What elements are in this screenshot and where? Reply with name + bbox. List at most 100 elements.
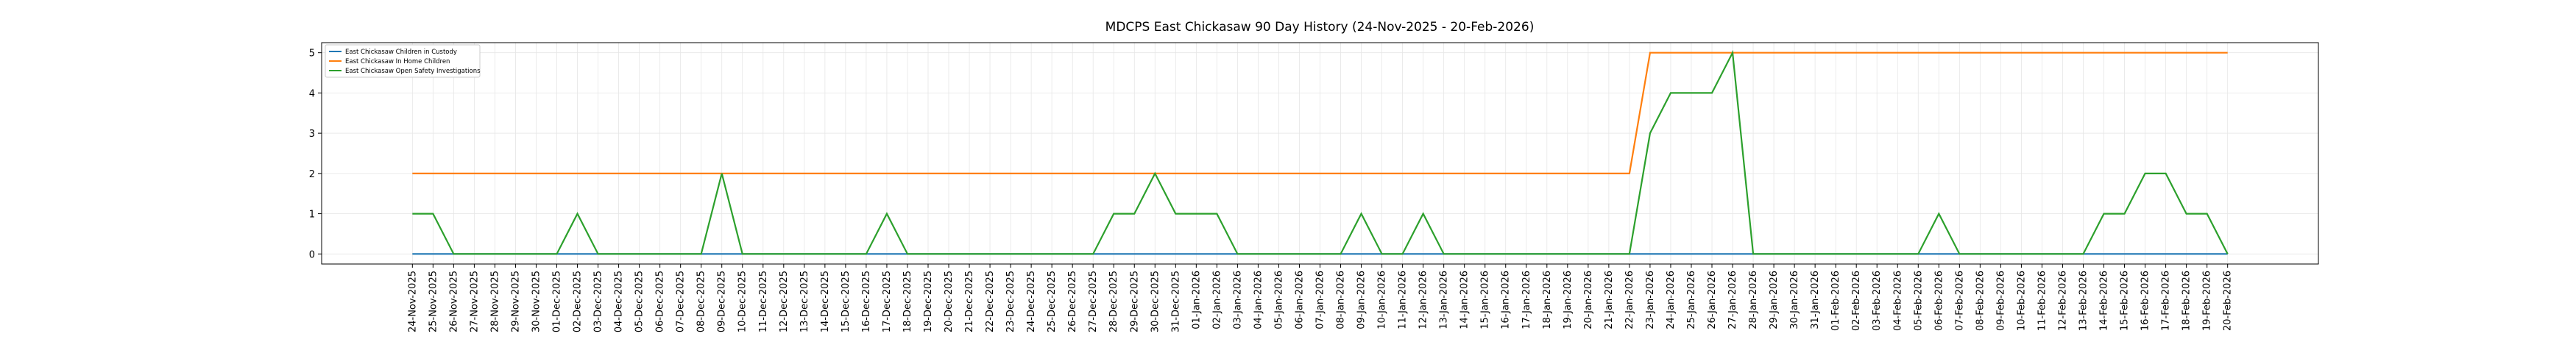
- x-tick-label: 23-Jan-2026: [1645, 271, 1656, 329]
- x-tick-label: 03-Jan-2026: [1232, 271, 1243, 329]
- x-tick-label: 13-Feb-2026: [2078, 271, 2089, 331]
- y-tick-label: 1: [309, 210, 315, 221]
- x-tick-label: 08-Jan-2026: [1336, 271, 1347, 329]
- x-tick-label: 12-Jan-2026: [1418, 271, 1429, 329]
- x-tick-label: 05-Feb-2026: [1913, 271, 1924, 331]
- x-tick-label: 01-Dec-2025: [552, 271, 563, 332]
- x-tick-label: 09-Jan-2026: [1356, 271, 1367, 329]
- x-tick-label: 28-Jan-2026: [1748, 271, 1759, 329]
- x-tick-label: 15-Jan-2026: [1480, 271, 1491, 329]
- x-tick-label: 06-Dec-2025: [655, 271, 666, 332]
- x-tick-label: 21-Dec-2025: [964, 271, 975, 332]
- x-tick-label: 27-Dec-2025: [1088, 271, 1099, 332]
- series-line: [412, 49, 2229, 255]
- x-tick-label: 02-Dec-2025: [573, 271, 584, 332]
- x-tick-label: 19-Dec-2025: [923, 271, 934, 332]
- x-tick-label: 12-Feb-2026: [2057, 271, 2068, 331]
- x-tick-label: 11-Dec-2025: [758, 271, 769, 332]
- x-tick-label: 22-Dec-2025: [985, 271, 996, 332]
- x-tick-label: 24-Jan-2026: [1666, 271, 1677, 329]
- x-tick-label: 01-Feb-2026: [1830, 271, 1841, 331]
- x-tick-label: 08-Feb-2026: [1975, 271, 1986, 331]
- x-tick-label: 13-Jan-2026: [1439, 271, 1450, 329]
- x-tick-label: 01-Jan-2026: [1191, 271, 1202, 329]
- x-tick-label: 23-Dec-2025: [1005, 271, 1016, 332]
- x-tick-label: 05-Jan-2026: [1273, 271, 1284, 329]
- x-tick-label: 03-Dec-2025: [593, 271, 604, 332]
- legend: East Chickasaw Children in Custody East C…: [325, 44, 481, 78]
- x-tick-label: 17-Feb-2026: [2161, 271, 2172, 331]
- x-tick-label: 07-Jan-2026: [1315, 271, 1326, 329]
- x-tick-label: 27-Jan-2026: [1727, 271, 1738, 329]
- x-tick-label: 11-Jan-2026: [1398, 271, 1409, 329]
- x-tick-label: 26-Dec-2025: [1067, 271, 1078, 332]
- x-tick-label: 10-Feb-2026: [2016, 271, 2027, 331]
- x-tick-label: 27-Nov-2025: [469, 271, 480, 332]
- x-tick-label: 30-Nov-2025: [531, 271, 542, 332]
- x-tick-label: 19-Jan-2026: [1563, 271, 1574, 329]
- x-tick-label: 09-Dec-2025: [717, 271, 728, 332]
- x-tick-label: 25-Jan-2026: [1686, 271, 1697, 329]
- x-tick-label: 29-Dec-2025: [1129, 271, 1140, 332]
- x-tick-label: 02-Jan-2026: [1211, 271, 1222, 329]
- x-tick-label: 14-Feb-2026: [2099, 271, 2110, 331]
- x-tick-label: 26-Nov-2025: [448, 271, 459, 332]
- x-tick-label: 25-Nov-2025: [428, 271, 439, 332]
- x-tick-label: 04-Jan-2026: [1253, 271, 1264, 329]
- y-tick-label: 5: [309, 49, 315, 60]
- x-tick-label: 05-Dec-2025: [634, 271, 645, 332]
- x-tick-label: 14-Dec-2025: [820, 271, 831, 332]
- legend-label: East Chickasaw Children in Custody: [345, 49, 457, 56]
- chart-title: MDCPS East Chickasaw 90 Day History (24-…: [1105, 20, 1535, 35]
- x-tick-label: 07-Feb-2026: [1954, 271, 1965, 331]
- x-tick-label: 06-Jan-2026: [1294, 271, 1305, 329]
- x-tick-label: 17-Jan-2026: [1521, 271, 1532, 329]
- x-tick-label: 16-Jan-2026: [1501, 271, 1512, 329]
- x-tick-label: 07-Dec-2025: [676, 271, 687, 332]
- x-tick-label: 28-Dec-2025: [1108, 271, 1119, 332]
- x-tick-label: 02-Feb-2026: [1851, 271, 1862, 331]
- x-tick-label: 18-Jan-2026: [1542, 271, 1553, 329]
- x-tick-label: 09-Feb-2026: [1995, 271, 2006, 331]
- x-tick-label: 21-Jan-2026: [1604, 271, 1615, 329]
- x-tick-label: 17-Dec-2025: [882, 271, 893, 332]
- x-tick-label: 18-Dec-2025: [902, 271, 913, 332]
- x-tick-label: 06-Feb-2026: [1933, 271, 1945, 331]
- x-tick-label: 29-Nov-2025: [510, 271, 521, 332]
- series-line: [412, 51, 2228, 174]
- y-tick-label: 0: [309, 249, 315, 260]
- x-tick-label: 20-Jan-2026: [1583, 271, 1594, 329]
- x-tick-label: 20-Feb-2026: [2223, 271, 2234, 331]
- plot-frame: [321, 42, 2319, 265]
- x-tick-label: 04-Dec-2025: [614, 271, 625, 332]
- x-tick-label: 24-Dec-2025: [1026, 271, 1037, 332]
- y-tick-label: 3: [309, 129, 315, 140]
- x-tick-label: 25-Dec-2025: [1047, 271, 1058, 332]
- x-tick-label: 24-Nov-2025: [407, 271, 418, 332]
- x-tick-label: 15-Feb-2026: [2120, 271, 2131, 331]
- x-tick-label: 19-Feb-2026: [2202, 271, 2213, 331]
- x-tick-label: 28-Nov-2025: [489, 271, 500, 332]
- x-tick-label: 26-Jan-2026: [1707, 271, 1718, 329]
- x-tick-label: 16-Dec-2025: [861, 271, 872, 332]
- x-tick-label: 14-Jan-2026: [1459, 271, 1471, 329]
- x-tick-label: 03-Feb-2026: [1872, 271, 1883, 331]
- x-tick-label: 31-Jan-2026: [1810, 271, 1821, 329]
- x-tick-label: 12-Dec-2025: [779, 271, 790, 332]
- y-tick-label: 2: [309, 169, 315, 180]
- x-tick-label: 20-Dec-2025: [944, 271, 955, 332]
- legend-label: East Chickasaw In Home Children: [345, 58, 450, 65]
- x-tick-label: 30-Dec-2025: [1150, 271, 1161, 332]
- x-tick-label: 10-Jan-2026: [1377, 271, 1388, 329]
- x-tick-label: 29-Jan-2026: [1769, 271, 1780, 329]
- x-tick-label: 15-Dec-2025: [841, 271, 852, 332]
- x-tick-label: 30-Jan-2026: [1789, 271, 1800, 329]
- x-tick-label: 18-Feb-2026: [2182, 271, 2193, 331]
- x-tick-label: 08-Dec-2025: [696, 271, 707, 332]
- x-tick-label: 13-Dec-2025: [799, 271, 810, 332]
- x-tick-label: 16-Feb-2026: [2140, 271, 2151, 331]
- x-tick-label: 10-Dec-2025: [737, 271, 749, 332]
- legend-box: [325, 44, 481, 78]
- x-tick-label: 22-Jan-2026: [1624, 271, 1635, 329]
- y-tick-label: 4: [309, 88, 315, 99]
